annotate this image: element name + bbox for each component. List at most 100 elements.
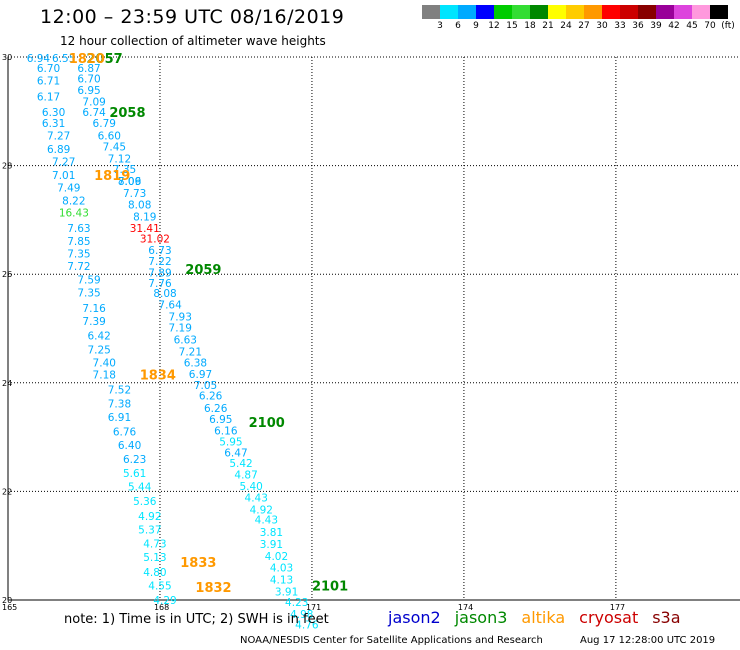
color-scale-label: 12 [488, 21, 500, 31]
legend-item-jason2: jason2 [388, 608, 441, 627]
satellite-legend: jason2 jason3 altika cryosat s3a [388, 608, 695, 627]
lon-label: 171 [306, 603, 321, 612]
wave-height-value: 7.35 [67, 249, 90, 261]
color-scale-label: 70 [704, 21, 716, 31]
color-scale-label: 3 [437, 21, 443, 31]
color-scale-label: 18 [524, 21, 536, 31]
color-swatch [692, 5, 710, 19]
wave-height-value: 7.73 [123, 188, 146, 200]
wave-height-value: 7.72 [67, 261, 90, 273]
color-swatch [656, 5, 674, 19]
wave-height-value: 4.87 [234, 470, 257, 482]
wave-height-value: 7.05 [194, 380, 217, 392]
wave-height-value: 6.95 [209, 414, 232, 426]
wave-height-value: 7.64 [158, 300, 182, 312]
wave-height-value: 6.30 [42, 107, 65, 119]
wave-height-value: 7.21 [179, 346, 202, 358]
wave-height-value: 7.12 [108, 154, 131, 166]
color-swatch [530, 5, 548, 19]
wave-height-value: 7.76 [148, 278, 172, 290]
color-scale-label: 6 [455, 21, 461, 31]
wave-height-value: 6.26 [199, 390, 223, 402]
lon-label: 168 [154, 603, 169, 612]
color-scale-label: (ft) [721, 21, 735, 31]
wave-height-value: 6.97 [189, 369, 212, 381]
color-scale-label: 33 [614, 21, 626, 31]
wave-height-value: 7.85 [67, 236, 90, 248]
lon-label: 165 [2, 603, 17, 612]
wave-height-value: 6.38 [184, 358, 207, 370]
color-swatch [422, 5, 440, 19]
legend-item-altika: altika [521, 608, 566, 627]
page-title: 12:00 – 23:59 UTC 08/16/2019 [40, 6, 345, 28]
wave-height-value: 4.43 [245, 492, 268, 504]
color-swatch [602, 5, 620, 19]
wave-height-value: 5.36 [133, 496, 157, 508]
lat-label: 30 [2, 53, 12, 62]
pass-time-label: 1819 [94, 169, 130, 184]
color-swatch [512, 5, 530, 19]
wave-height-value: 6.76 [113, 427, 137, 439]
wave-height-value: 4.43 [255, 515, 278, 527]
pass-time-label: 1820 [69, 52, 105, 67]
wave-height-value: 6.63 [174, 334, 197, 346]
wave-height-value: 5.42 [229, 458, 252, 470]
color-scale-label: 9 [473, 21, 479, 31]
footer-note: note: 1) Time is in UTC; 2) SWH is in fe… [64, 612, 329, 627]
wave-height-value: 4.92 [138, 511, 161, 523]
lon-label: 177 [610, 603, 625, 612]
wave-height-value: 4.13 [270, 574, 293, 586]
wave-height-value: 7.09 [118, 176, 141, 188]
wave-height-value: 6.26 [204, 403, 228, 415]
wave-height-value: 6.17 [37, 92, 60, 104]
wave-height-value: 8.19 [133, 212, 156, 224]
wave-height-value: 6.73 [148, 245, 171, 257]
legend-item-jason3: jason3 [454, 608, 508, 627]
lat-label: 22 [2, 487, 12, 496]
legend-item-cryosat: cryosat [579, 608, 639, 627]
lon-label: 174 [458, 603, 473, 612]
wave-height-value: 8.08 [153, 288, 176, 300]
wave-height-value: 7.93 [169, 312, 192, 324]
wave-height-value: 6.87 [77, 63, 100, 75]
wave-height-value: 6.95 [77, 85, 100, 97]
wave-height-value: 3.81 [260, 527, 283, 539]
wave-height-value: 7.40 [93, 358, 116, 370]
color-scale-label: 39 [650, 21, 662, 31]
color-scale-label: 42 [668, 21, 680, 31]
pass-time-label: 1832 [195, 581, 231, 596]
wave-height-value: 6.42 [87, 331, 110, 343]
color-scale-label: 27 [578, 21, 590, 31]
color-swatch [620, 5, 638, 19]
wave-height-value: 7.27 [52, 156, 75, 168]
color-swatch [548, 5, 566, 19]
wave-height-value: 4.02 [265, 551, 288, 563]
wave-height-value: 7.19 [169, 322, 192, 334]
wave-height-value: 7.38 [108, 398, 131, 410]
wave-height-value: 6.23 [123, 454, 146, 466]
wave-height-value: 7.22 [148, 256, 171, 268]
lat-label: 28 [2, 162, 12, 171]
wave-height-value: 7.35 [77, 288, 100, 300]
color-swatch [494, 5, 512, 19]
wave-height-value: 3.91 [275, 586, 298, 598]
color-scale-label: 45 [686, 21, 698, 31]
wave-height-value: 16.43 [59, 207, 89, 219]
wave-height-value: 7.63 [67, 223, 90, 235]
color-swatch [584, 5, 602, 19]
pass-time-label: 2101 [312, 579, 348, 594]
wave-height-value: 6.31 [42, 118, 65, 130]
wave-height-value: 4.76 [295, 619, 319, 631]
pass-time-label: 1834 [140, 369, 176, 384]
wave-height-value: 5.95 [219, 436, 242, 448]
wave-height-value: 7.18 [93, 370, 116, 382]
wave-height-value: 4.03 [270, 562, 293, 574]
wave-height-value: 7.59 [77, 275, 100, 287]
lat-label: 20 [2, 596, 12, 605]
wave-height-value: 7.16 [82, 303, 106, 315]
wave-height-value: 6.94 [27, 53, 51, 65]
wave-height-value: 5.13 [143, 552, 166, 564]
wave-height-value: 6.71 [37, 75, 60, 87]
wave-height-value: 5.37 [138, 524, 161, 536]
